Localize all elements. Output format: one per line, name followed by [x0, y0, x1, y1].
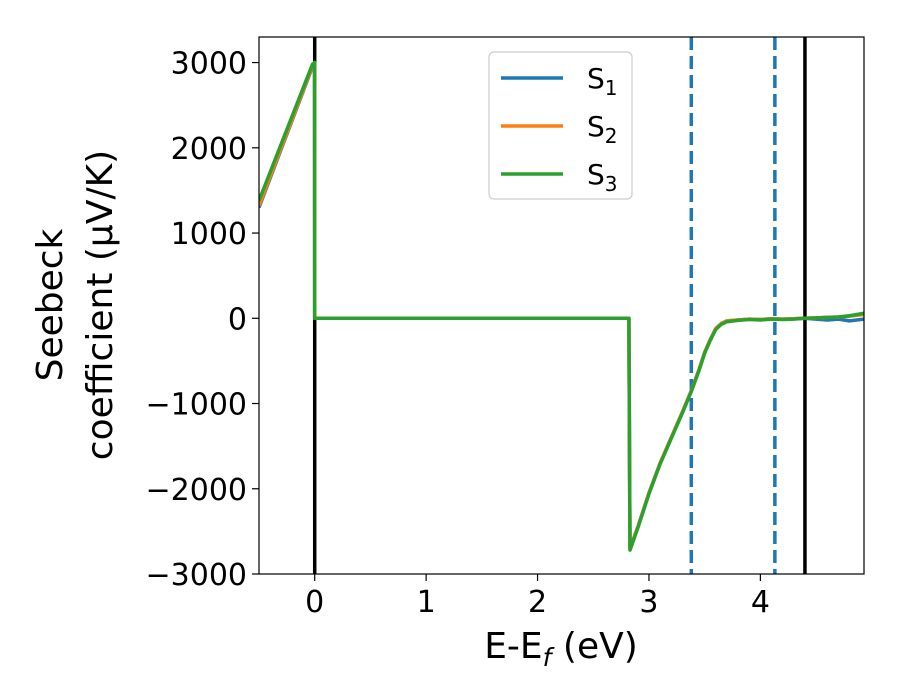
y-axis-title-line2: coefficient (μV/K) [80, 150, 121, 460]
x-tick-label: 0 [305, 585, 324, 620]
x-axis-title: E-Ef (eV) [484, 626, 638, 672]
legend-label-s1: S1 [587, 62, 618, 100]
series-line-s3 [259, 60, 864, 552]
y-axis-title: Seebeck coefficient (μV/K) [30, 150, 121, 460]
y-tick-label: 0 [228, 302, 247, 337]
x-tick-label: 1 [417, 585, 436, 620]
y-tick-label: 1000 [171, 217, 247, 252]
x-axis-ticks: 0 1 2 3 4 [305, 574, 770, 620]
y-tick-label: 3000 [171, 47, 247, 82]
x-tick-label: 4 [751, 585, 770, 620]
y-tick-label: −3000 [146, 558, 247, 593]
x-tick-label: 2 [528, 585, 547, 620]
legend-label-s2: S2 [587, 110, 618, 148]
y-tick-label: 2000 [171, 132, 247, 167]
y-tick-label: −1000 [146, 388, 247, 423]
series-layer [259, 60, 864, 552]
y-axis-title-line1: Seebeck [30, 228, 71, 381]
y-tick-label: −2000 [146, 473, 247, 508]
legend: S1 S2 S3 [488, 51, 633, 200]
x-tick-label: 3 [639, 585, 658, 620]
y-axis-ticks: −3000 −2000 −1000 0 1000 2000 3000 [146, 47, 259, 593]
legend-label-s3: S3 [587, 158, 618, 196]
plot-frame [258, 36, 865, 575]
